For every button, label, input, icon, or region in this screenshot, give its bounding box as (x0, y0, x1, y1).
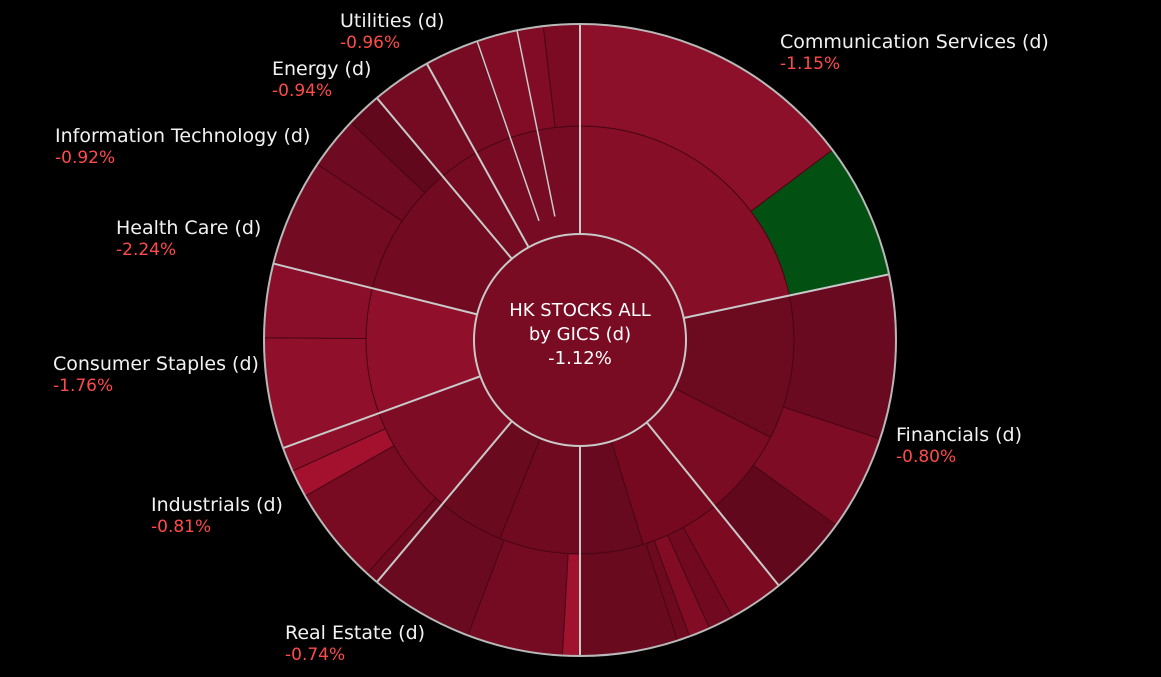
sector-change: -1.15% (780, 54, 841, 74)
sector-divider-line (376, 97, 513, 260)
sunburst-wedges (263, 23, 897, 657)
sector-name: Consumer Staples (d) (53, 353, 259, 375)
sector-name: Financials (d) (896, 424, 1023, 446)
label-communication-services: Communication Services (d) -1.15% (780, 31, 1049, 75)
label-real-estate: Real Estate (d) -0.74% (285, 622, 425, 666)
sector-change: -0.74% (285, 645, 346, 665)
sector-name: Health Care (d) (116, 217, 262, 239)
sector-change: -0.94% (272, 81, 333, 101)
sector-divider-line (376, 420, 513, 583)
label-health-care: Health Care (d) -2.24% (116, 217, 261, 261)
sector-divider-line (645, 421, 780, 587)
sector-divider-line (683, 273, 890, 319)
center-change: -1.12% (548, 348, 612, 369)
center-circle (473, 233, 687, 447)
center-subtitle: by GICS (d) (529, 324, 631, 345)
sub-divider-line (516, 30, 556, 217)
sector-change: -0.80% (896, 447, 957, 467)
sector-name: Real Estate (d) (285, 622, 426, 644)
sector-change: -2.24% (116, 240, 177, 260)
sector-change: -0.96% (340, 33, 401, 53)
sector-change: -0.92% (55, 148, 116, 168)
sub-divider-line (476, 40, 540, 222)
sector-change: -0.81% (151, 517, 212, 537)
label-utilities: Utilities (d) -0.96% (340, 10, 444, 54)
sector-divider-line (273, 262, 478, 316)
sector-name: Industrials (d) (151, 494, 283, 516)
label-energy: Energy (d) -0.94% (272, 58, 371, 102)
label-consumer-staples: Consumer Staples (d) -1.76% (53, 353, 259, 397)
sector-name: Information Technology (d) (55, 125, 311, 147)
sector-change: -1.76% (53, 376, 114, 396)
sector-divider-line (425, 63, 530, 248)
sector-divider-line (282, 375, 481, 450)
sector-dividers (273, 24, 890, 656)
label-financials: Financials (d) -0.80% (896, 424, 1022, 468)
sector-name: Communication Services (d) (780, 31, 1049, 53)
label-information-technology: Information Technology (d) -0.92% (55, 125, 310, 169)
sector-name: Energy (d) (272, 58, 372, 80)
outer-ring (263, 23, 897, 657)
label-industrials: Industrials (d) -0.81% (151, 494, 283, 538)
center-title: HK STOCKS ALL (509, 300, 651, 321)
sector-name: Utilities (d) (340, 10, 445, 32)
